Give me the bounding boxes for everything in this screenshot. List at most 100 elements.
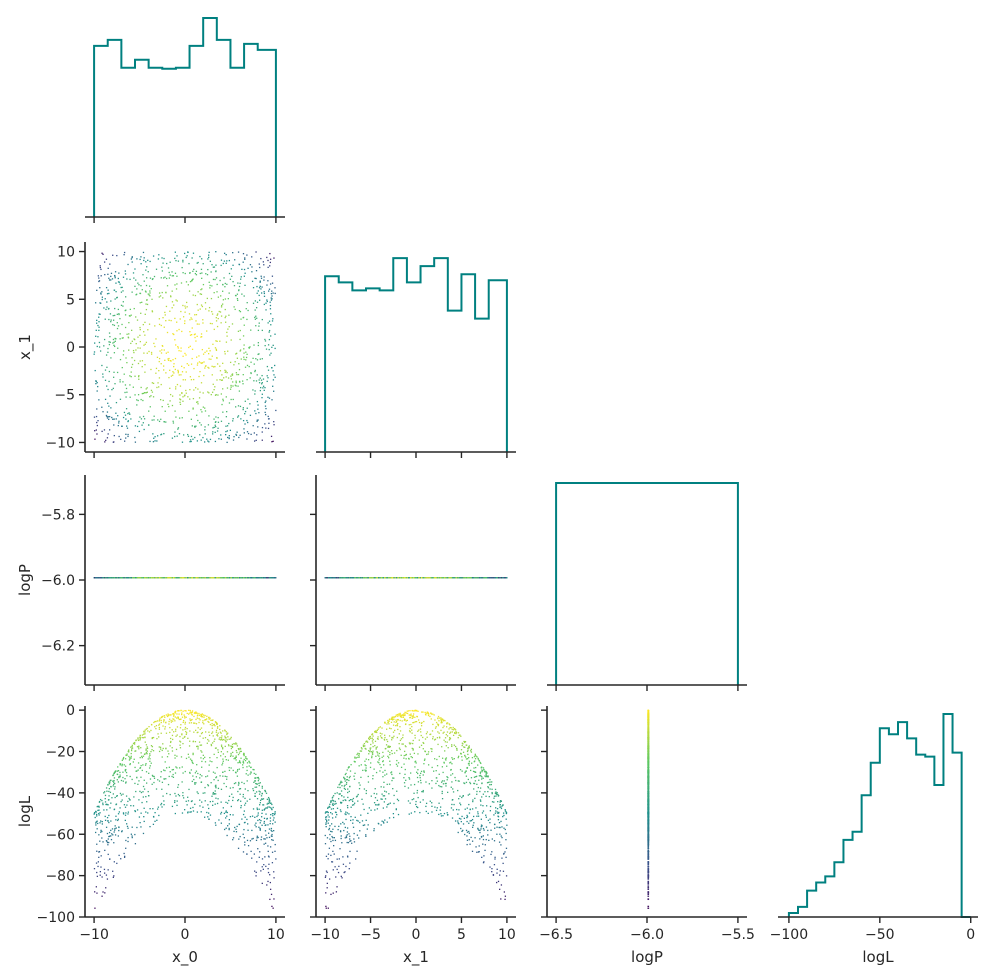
scatter-point [173, 715, 175, 717]
scatter-point [218, 577, 220, 579]
scatter-point [222, 411, 224, 413]
scatter-point [114, 829, 116, 831]
scatter-point [99, 874, 101, 876]
scatter-point [270, 807, 272, 809]
scatter-point [204, 365, 207, 367]
scatter-point [190, 577, 193, 579]
scatter-point [178, 350, 180, 352]
scatter-point [104, 801, 107, 803]
scatter-point [135, 750, 137, 752]
scatter-point [269, 888, 272, 890]
scatter-point [430, 577, 432, 579]
scatter-point [151, 577, 154, 579]
scatter-point [197, 727, 199, 729]
scatter-point [116, 296, 118, 299]
scatter-point [97, 822, 99, 825]
scatter-point [106, 809, 108, 811]
scatter-point [124, 765, 127, 767]
scatter-point [96, 850, 98, 852]
scatter-point [240, 358, 242, 360]
scatter-point [145, 261, 147, 263]
scatter-point [246, 419, 248, 422]
scatter-point [267, 396, 269, 398]
scatter-point [145, 751, 148, 754]
scatter-point [99, 798, 102, 801]
scatter-point [124, 770, 127, 772]
scatter-point [107, 402, 109, 404]
scatter-point [129, 308, 132, 311]
scatter-point [247, 789, 249, 792]
scatter-point [222, 747, 224, 749]
scatter-point [215, 721, 218, 724]
scatter-point [124, 414, 127, 416]
scatter-point [134, 436, 136, 439]
scatter-point [242, 407, 244, 409]
scatter-point [136, 258, 138, 260]
scatter-point [117, 325, 120, 327]
scatter-point [236, 745, 239, 747]
scatter-point [168, 766, 171, 768]
scatter-point [202, 714, 205, 716]
scatter-point [106, 385, 108, 387]
scatter-point [125, 795, 128, 797]
scatter-point [206, 577, 209, 579]
scatter-point [168, 319, 170, 321]
scatter-point [256, 317, 258, 319]
scatter-point [236, 297, 239, 300]
scatter-point [104, 379, 107, 381]
scatter-point [256, 420, 258, 423]
scatter-point [146, 266, 148, 268]
scatter-point [267, 796, 270, 799]
scatter-point [190, 800, 193, 803]
scatter-point [144, 363, 146, 366]
scatter-point [106, 816, 109, 819]
scatter-point [226, 331, 228, 334]
scatter-point [156, 440, 158, 442]
scatter-point [208, 392, 210, 394]
scatter-point [96, 815, 98, 817]
scatter-point [111, 278, 114, 280]
scatter-point [234, 826, 236, 829]
scatter-point [265, 834, 267, 836]
scatter-point [226, 811, 229, 814]
scatter-point [165, 320, 167, 322]
scatter-point [204, 718, 207, 721]
scatter-point [258, 263, 260, 265]
scatter-point [228, 795, 231, 797]
scatter-point [104, 849, 106, 852]
scatter-point [409, 577, 411, 579]
scatter-point [122, 771, 124, 773]
scatter-point [174, 339, 176, 341]
scatter-point [497, 577, 500, 579]
scatter-point [208, 310, 210, 312]
scatter-point [264, 808, 266, 810]
scatter-point [95, 821, 98, 823]
scatter-point [155, 577, 157, 579]
scatter-point [160, 732, 162, 734]
scatter-point [244, 272, 246, 274]
scatter-point [250, 372, 252, 375]
scatter-point [98, 280, 101, 282]
scatter-point [239, 310, 242, 313]
scatter-point [200, 362, 202, 364]
scatter-point [131, 835, 133, 837]
scatter-point [174, 812, 176, 815]
scatter-point [217, 732, 219, 734]
scatter-point [149, 406, 151, 408]
scatter-point [220, 322, 222, 324]
scatter-point [118, 854, 120, 857]
scatter-point [241, 380, 244, 382]
scatter-point [237, 799, 240, 801]
scatter-point [180, 282, 183, 284]
scatter-point [228, 766, 230, 769]
scatter-point [238, 577, 241, 579]
panel-hist-x_0 [85, 17, 285, 223]
scatter-point [162, 317, 164, 319]
scatter-point [262, 804, 265, 806]
scatter-point [198, 361, 201, 363]
scatter-point [176, 275, 178, 277]
scatter-point [200, 577, 202, 579]
scatter-point [228, 272, 231, 275]
scatter-point [236, 357, 239, 359]
scatter-point [189, 331, 191, 333]
